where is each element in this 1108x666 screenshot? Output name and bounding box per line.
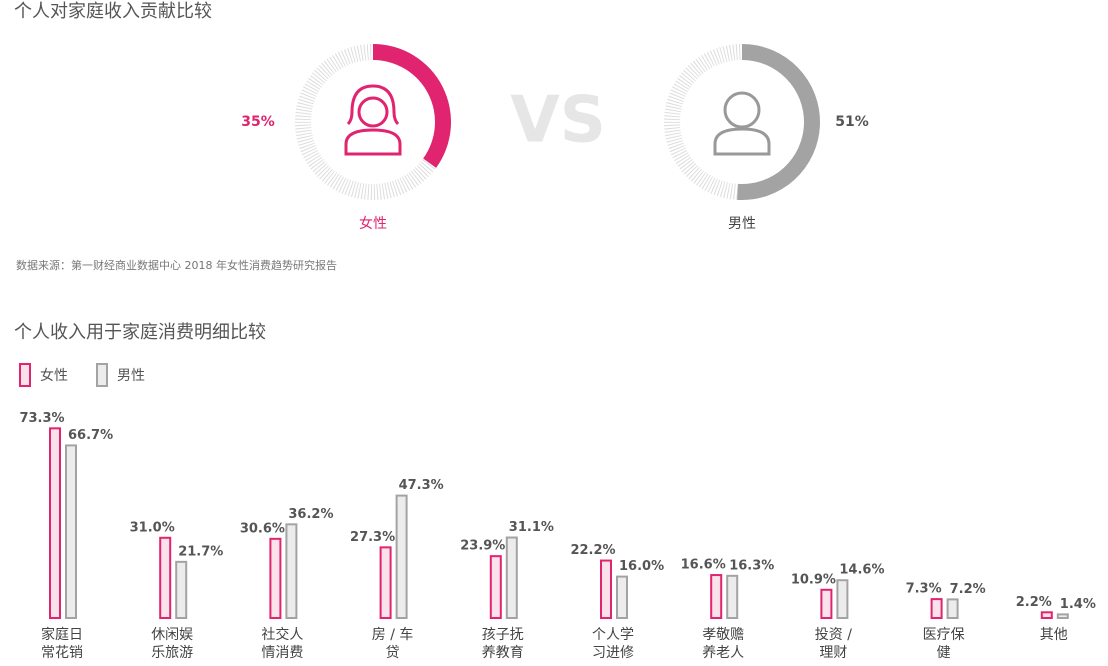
value-label: 16.3% [729, 558, 774, 573]
value-label: 30.6% [240, 521, 285, 536]
value-label: 27.3% [350, 530, 395, 545]
chart-title: 个人收入用于家庭消费明细比较 [14, 322, 266, 343]
x-tick-label: 个人学习进修 [592, 627, 634, 661]
bar [505, 536, 518, 619]
series-name: 男性 [728, 216, 756, 232]
bar [489, 555, 502, 620]
value-label: 36.2% [288, 507, 333, 522]
value-label: 31.1% [509, 520, 554, 535]
x-tick-label: 休闲娱乐旅游 [151, 627, 194, 661]
bar [600, 559, 612, 619]
x-tick-label: 其他 [1039, 627, 1068, 643]
bar [1040, 611, 1053, 619]
bar [946, 598, 959, 619]
value-label: 14.6% [839, 563, 884, 578]
x-tick-label: 社交人情消费 [261, 627, 304, 661]
value-label: 66.7% [68, 428, 113, 443]
value-label: 73.3% [19, 411, 64, 426]
bar [726, 574, 739, 619]
bar [175, 560, 188, 620]
x-tick-label: 家庭日常花销 [41, 627, 83, 661]
bar [836, 579, 849, 619]
value-label: 2.2% [1016, 595, 1052, 610]
source-note: 数据来源：第一财经商业数据中心 2018 年女性消费趋势研究报告 [16, 258, 337, 272]
value-label: 22.2% [570, 543, 615, 558]
x-tick-label: 投资 / 理财 [814, 627, 852, 661]
bar [1056, 613, 1069, 620]
female-icon [344, 84, 402, 156]
bar [285, 523, 298, 620]
bar [65, 444, 77, 619]
chart-title: 个人对家庭收入贡献比较 [14, 1, 212, 22]
value-label: 16.6% [681, 558, 726, 573]
legend-swatch [96, 363, 108, 387]
bar [395, 494, 408, 619]
legend-swatch [19, 363, 31, 387]
bar [710, 574, 723, 619]
bar [159, 536, 172, 619]
value-label: 7.2% [950, 582, 986, 597]
legend-label: 男性 [117, 368, 145, 384]
value-label: 16.0% [619, 559, 664, 574]
donut-arc [737, 44, 821, 200]
value-label: 10.9% [791, 572, 836, 587]
x-tick-label: 孝敬赡养老人 [702, 627, 745, 661]
bar [930, 598, 943, 620]
bar [269, 537, 282, 620]
value-label: 31.0% [130, 520, 175, 535]
value-label: 21.7% [178, 544, 223, 559]
bar [49, 427, 61, 619]
bar [820, 588, 833, 620]
vs-label: VS [510, 84, 606, 158]
x-tick-label: 孩子抚养教育 [481, 627, 524, 661]
x-tick-label: 医疗保健 [922, 627, 965, 661]
bar [616, 575, 628, 619]
value-label: 23.9% [460, 539, 505, 554]
value-label: 51% [835, 114, 869, 130]
value-label: 7.3% [906, 582, 942, 597]
value-label: 47.3% [399, 478, 444, 493]
male-icon [713, 91, 771, 156]
bar [379, 546, 392, 620]
x-tick-label: 房 / 车贷 [371, 627, 414, 661]
legend-label: 女性 [40, 367, 68, 384]
value-label: 35% [241, 114, 275, 130]
series-name: 女性 [359, 215, 387, 232]
donut-arc [373, 44, 451, 168]
value-label: 1.4% [1060, 597, 1096, 612]
